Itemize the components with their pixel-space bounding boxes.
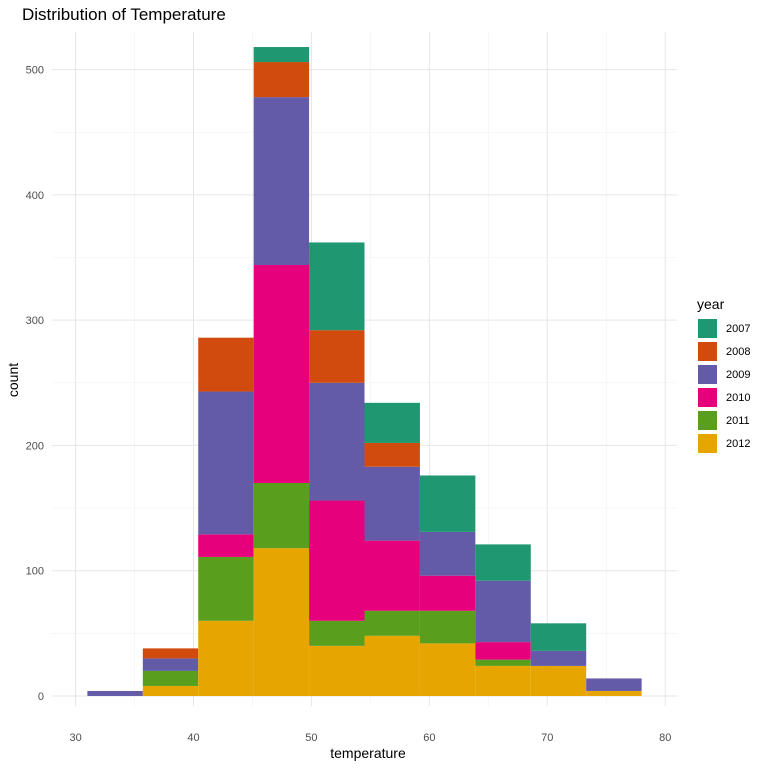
x-tick-label: 40 xyxy=(187,732,199,744)
x-axis-title: temperature xyxy=(330,745,406,761)
y-tick-label: 200 xyxy=(26,440,44,452)
legend: year 2007 2008 2009 2010 2011 2012 xyxy=(697,296,750,455)
legend-label: 2008 xyxy=(726,345,751,358)
bar-segment-2008 xyxy=(142,648,199,659)
legend-swatch xyxy=(697,341,718,362)
bar-segment-2007 xyxy=(419,475,476,532)
bar-segment-2011 xyxy=(142,670,199,686)
bar-segment-2011 xyxy=(309,620,365,646)
bar-segment-2010 xyxy=(309,500,365,621)
bar-segment-2009 xyxy=(364,466,420,541)
legend-swatch xyxy=(697,387,718,408)
bar-segment-2010 xyxy=(475,642,531,660)
x-tick-label: 30 xyxy=(69,732,81,744)
legend-swatch xyxy=(697,433,718,454)
legend-label: 2010 xyxy=(726,391,751,404)
y-tick-label: 0 xyxy=(38,691,44,703)
bar-segment-2008 xyxy=(364,442,420,467)
bar-segment-2011 xyxy=(198,556,254,621)
bar-segment-2012 xyxy=(198,620,254,696)
y-tick-label: 100 xyxy=(26,566,44,578)
bar-segment-2009 xyxy=(253,97,310,266)
bar-segment-2009 xyxy=(475,580,531,643)
bar-segment-2008 xyxy=(309,330,365,383)
bar-segment-2011 xyxy=(364,610,420,636)
bars xyxy=(87,47,642,696)
legend-title: year xyxy=(697,296,725,312)
x-tick-label: 60 xyxy=(423,732,435,744)
bar-segment-2012 xyxy=(419,643,476,696)
legend-items: 2007 2008 2009 2010 2011 2012 xyxy=(697,317,750,455)
bar-segment-2012 xyxy=(309,645,365,696)
legend-label: 2009 xyxy=(726,368,751,381)
legend-item-2011: 2011 xyxy=(697,409,750,432)
bar-segment-2010 xyxy=(419,575,476,611)
bar-segment-2009 xyxy=(530,650,587,666)
y-tick-label: 500 xyxy=(26,65,44,77)
legend-item-2009: 2009 xyxy=(697,363,750,386)
legend-item-2012: 2012 xyxy=(697,432,750,455)
y-axis-title: count xyxy=(5,363,21,397)
bar-segment-2007 xyxy=(530,623,587,651)
axis-ticks: 30 40 50 60 70 80 0 100 200 300 400 500 xyxy=(26,65,672,744)
bar-segment-2007 xyxy=(364,402,420,443)
bar-segment-2009 xyxy=(419,531,476,576)
y-tick-label: 300 xyxy=(26,315,44,327)
bar-segment-2007 xyxy=(253,47,310,63)
bar-segment-2012 xyxy=(530,665,587,696)
bar-segment-2007 xyxy=(309,242,365,331)
bar-segment-2009 xyxy=(198,391,254,535)
bar-segment-2012 xyxy=(475,665,531,696)
legend-swatch xyxy=(697,318,718,339)
bar-segment-2010 xyxy=(198,534,254,557)
bar-segment-2012 xyxy=(586,690,642,696)
bar-segment-2008 xyxy=(198,337,254,392)
legend-item-2007: 2007 xyxy=(697,317,750,340)
bar-segment-2009 xyxy=(142,658,199,671)
bar-segment-2008 xyxy=(253,62,310,98)
chart-title: Distribution of Temperature xyxy=(22,5,226,24)
x-tick-label: 70 xyxy=(541,732,553,744)
legend-label: 2012 xyxy=(726,437,751,450)
bar-segment-2012 xyxy=(364,635,420,696)
x-tick-label: 50 xyxy=(305,732,317,744)
legend-label: 2007 xyxy=(726,322,751,335)
bar-segment-2007 xyxy=(475,544,531,581)
bar-segment-2011 xyxy=(253,483,310,549)
y-tick-label: 400 xyxy=(26,190,44,202)
bar-segment-2009 xyxy=(309,382,365,501)
legend-label: 2011 xyxy=(726,414,750,427)
bar-segment-2011 xyxy=(475,659,531,666)
bar-segment-2012 xyxy=(142,685,199,696)
x-tick-label: 80 xyxy=(659,732,671,744)
bar-segment-2011 xyxy=(419,610,476,644)
legend-swatch xyxy=(697,410,718,431)
legend-item-2010: 2010 xyxy=(697,386,750,409)
bar-segment-2010 xyxy=(253,265,310,484)
legend-swatch xyxy=(697,364,718,385)
bar-segment-2012 xyxy=(253,548,310,696)
bar-segment-2010 xyxy=(364,540,420,611)
bar-segment-2009 xyxy=(586,678,642,691)
bar-segment-2009 xyxy=(87,690,143,696)
legend-item-2008: 2008 xyxy=(697,340,750,363)
